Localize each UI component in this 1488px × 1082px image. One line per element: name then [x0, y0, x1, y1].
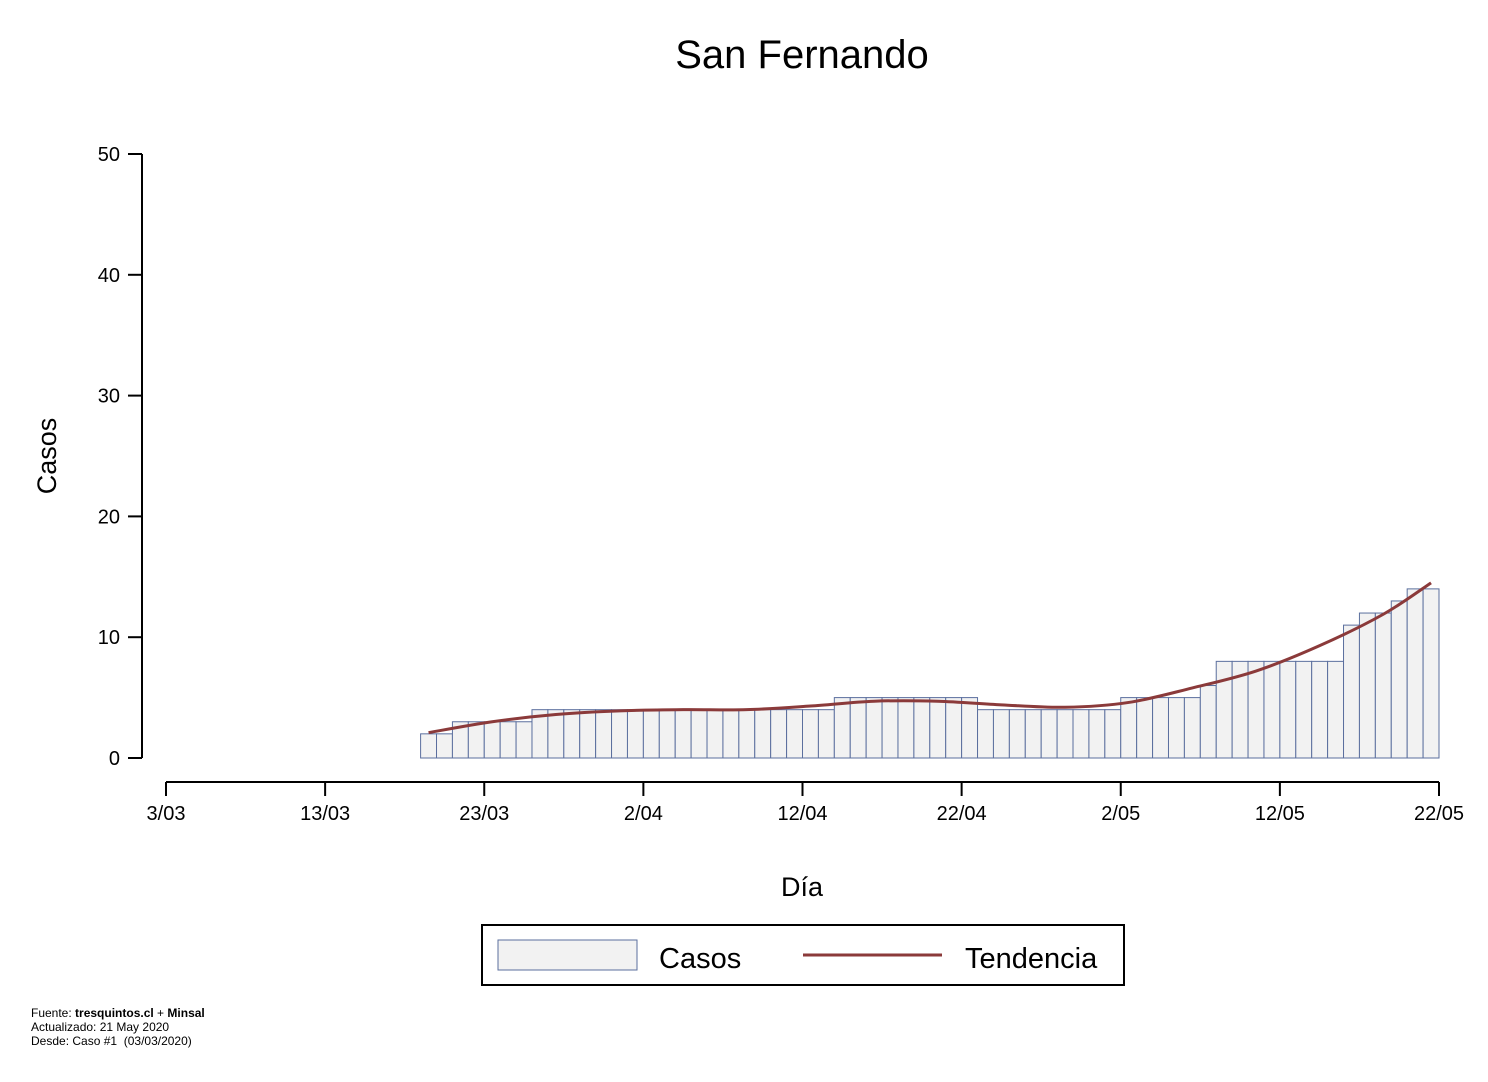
- x-axis: 3/03 13/03 23/03 2/04 12/04 22/04 2/05 12/05 22/…: [147, 781, 1464, 825]
- bar: [1152, 697, 1169, 759]
- bar: [1120, 697, 1138, 759]
- y-tick-label: 30: [98, 386, 120, 408]
- x-tick-label: 22/04: [937, 803, 987, 825]
- footer-updated: Actualizado: 21 May 2020: [31, 1020, 170, 1034]
- bar: [977, 709, 994, 759]
- y-tick-label: 10: [98, 627, 120, 649]
- y-tick-label: 0: [109, 748, 120, 770]
- bar: [992, 709, 1010, 759]
- bar: [595, 709, 613, 759]
- bar: [1215, 660, 1233, 759]
- legend-label-tendencia: Tendencia: [965, 943, 1098, 975]
- bar: [674, 709, 692, 759]
- bar: [436, 733, 453, 759]
- bar: [611, 709, 628, 759]
- bar: [1358, 612, 1376, 759]
- footer: Fuente: tresquintos.cl + Minsal Actualiz…: [31, 1006, 205, 1048]
- bar: [1008, 709, 1026, 759]
- bar: [483, 721, 501, 759]
- bar: [1136, 697, 1154, 759]
- bar: [1263, 660, 1281, 759]
- bar: [1104, 709, 1122, 759]
- bar: [563, 709, 581, 759]
- footer-source: Fuente: tresquintos.cl + Minsal: [31, 1006, 205, 1020]
- bar: [1343, 624, 1360, 759]
- bar: [706, 709, 724, 759]
- x-tick-label: 12/04: [777, 803, 827, 825]
- bar: [913, 697, 931, 759]
- bar: [1422, 588, 1440, 759]
- x-tick-label: 3/03: [147, 803, 186, 825]
- bar: [770, 709, 788, 759]
- bar: [1056, 709, 1074, 759]
- bar: [1390, 600, 1408, 759]
- bar: [945, 697, 963, 759]
- bar: [1072, 709, 1090, 759]
- bar: [1024, 709, 1042, 759]
- x-tick-label: 23/03: [459, 803, 509, 825]
- y-axis: 0 10 20 30 40 50: [98, 144, 143, 770]
- x-tick-label: 12/05: [1255, 803, 1305, 825]
- bar: [1183, 697, 1201, 759]
- footer-since: Desde: Caso #1 (03/03/2020): [31, 1034, 192, 1048]
- x-tick-label: 22/05: [1414, 803, 1464, 825]
- bar: [1088, 709, 1106, 759]
- x-tick-label: 2/04: [624, 803, 663, 825]
- bar: [626, 709, 644, 759]
- bar: [1247, 660, 1265, 759]
- footer-source-org: Minsal: [167, 1006, 205, 1020]
- legend: Casos Tendencia: [481, 924, 1125, 986]
- bar: [1374, 612, 1392, 759]
- legend-label-casos: Casos: [659, 943, 741, 975]
- bar: [515, 721, 533, 759]
- bar: [881, 697, 899, 759]
- bar: [961, 697, 979, 759]
- y-tick-label: 20: [98, 506, 120, 528]
- bar: [754, 709, 772, 759]
- bar: [817, 709, 835, 759]
- bar: [802, 709, 819, 759]
- bar: [420, 733, 438, 759]
- bar: [738, 709, 756, 759]
- bar: [929, 697, 947, 759]
- bar: [1167, 697, 1185, 759]
- bar: [579, 709, 597, 759]
- x-axis-label: Día: [781, 872, 824, 902]
- y-tick-label: 40: [98, 265, 120, 287]
- bar: [1311, 660, 1329, 759]
- chart-title: San Fernando: [675, 33, 929, 77]
- x-tick-label: 2/05: [1101, 803, 1140, 825]
- trend-line: [428, 581, 1432, 735]
- bar: [849, 697, 867, 759]
- bar: [547, 709, 565, 759]
- bar: [642, 709, 660, 759]
- bar: [722, 709, 740, 759]
- bar: [1199, 685, 1217, 759]
- bar: [658, 709, 676, 759]
- bar: [833, 697, 851, 759]
- bars: [420, 588, 1440, 759]
- bar: [1040, 709, 1058, 759]
- bar: [1327, 660, 1345, 759]
- bar: [1279, 660, 1297, 759]
- y-tick-label: 50: [98, 144, 120, 166]
- bar: [897, 697, 915, 759]
- footer-source-site: tresquintos.cl: [75, 1006, 154, 1020]
- bar: [1295, 660, 1313, 759]
- bar: [690, 709, 708, 759]
- bar: [1406, 588, 1424, 759]
- legend-swatch-casos: [497, 939, 638, 971]
- y-axis-label: Casos: [32, 418, 62, 495]
- bar: [865, 697, 883, 759]
- bar: [467, 721, 485, 759]
- x-tick-label: 13/03: [300, 803, 350, 825]
- bar: [786, 709, 804, 759]
- bar: [499, 721, 517, 759]
